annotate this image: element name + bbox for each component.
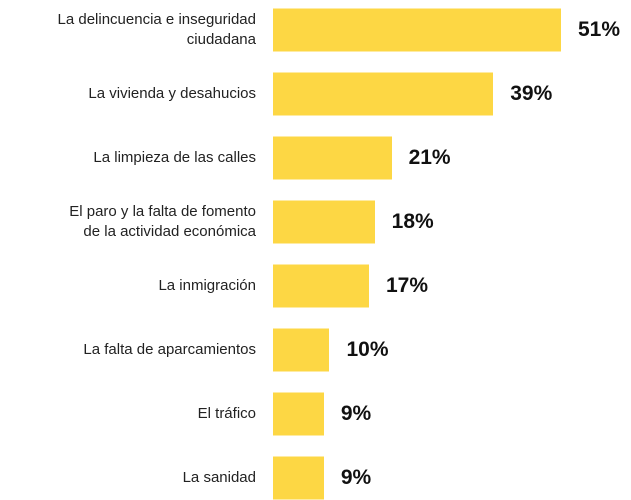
bar bbox=[273, 8, 561, 52]
value-label: 9% bbox=[340, 402, 372, 425]
category-label: El tráfico bbox=[197, 405, 256, 422]
value-label: 10% bbox=[346, 338, 389, 361]
value-label: 18% bbox=[391, 210, 434, 233]
value-label: 51% bbox=[578, 18, 621, 41]
category-label: La falta de aparcamientos bbox=[83, 341, 256, 358]
bar bbox=[273, 456, 324, 500]
category-label: La inmigración bbox=[158, 277, 256, 294]
value-label: 39% bbox=[510, 82, 553, 105]
bar bbox=[273, 264, 369, 308]
bar bbox=[273, 392, 324, 436]
value-label: 9% bbox=[340, 466, 372, 489]
bar bbox=[273, 136, 392, 180]
value-label: 21% bbox=[408, 146, 451, 169]
bar bbox=[273, 72, 494, 116]
category-label: La delincuencia e inseguridad ciudadana bbox=[57, 11, 256, 48]
bar bbox=[273, 328, 330, 372]
bar bbox=[273, 200, 375, 244]
value-label: 17% bbox=[386, 274, 429, 297]
category-label: La vivienda y desahucios bbox=[88, 85, 256, 102]
category-label: La sanidad bbox=[182, 469, 256, 486]
category-label: La limpieza de las calles bbox=[93, 149, 256, 166]
category-label: El paro y la falta de fomento de la acti… bbox=[69, 203, 256, 240]
